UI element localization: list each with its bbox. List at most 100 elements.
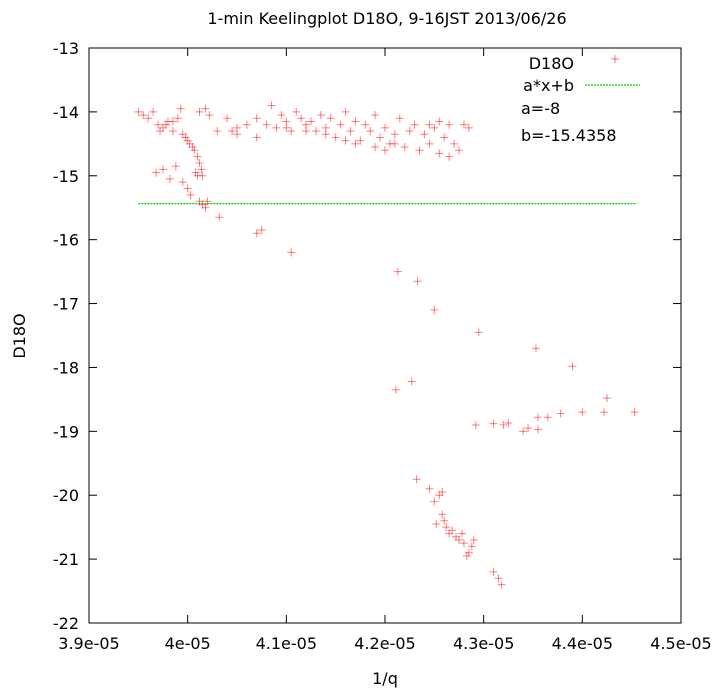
data-point — [173, 114, 182, 123]
data-point — [630, 408, 639, 417]
legend: D18O a*x+b a=-8 b=-15.4358 — [521, 54, 640, 145]
data-point — [445, 152, 454, 161]
data-point — [292, 107, 301, 116]
data-point — [193, 152, 202, 161]
data-point — [448, 526, 457, 535]
data-point — [277, 111, 286, 120]
d18o-scatter-series — [134, 101, 639, 589]
data-point — [464, 548, 473, 557]
data-point — [438, 510, 447, 519]
data-point — [302, 127, 311, 136]
data-point — [154, 120, 163, 129]
data-point — [405, 127, 414, 136]
data-point — [420, 130, 429, 139]
x-axis-ticks: 3.9e-05 4e-05 4.1e-05 4.2e-05 4.3e-05 4.4e-05… — [58, 48, 712, 653]
y-tick-label: -17 — [53, 295, 79, 314]
data-point — [159, 165, 167, 174]
y-tick-label: -14 — [53, 103, 79, 122]
data-point — [390, 130, 399, 139]
data-point — [450, 139, 459, 148]
data-point — [391, 385, 400, 394]
data-point — [442, 523, 451, 532]
data-point — [381, 123, 389, 132]
legend-label-d18o: D18O — [529, 54, 574, 73]
data-point — [201, 203, 210, 212]
y-tick-label: -21 — [53, 550, 79, 569]
data-point — [331, 133, 340, 142]
data-point — [371, 111, 380, 120]
data-point — [603, 394, 611, 403]
data-point — [430, 305, 439, 314]
data-point — [156, 127, 165, 136]
data-point — [139, 111, 148, 120]
y-tick-label: -19 — [53, 422, 79, 441]
data-point — [376, 133, 385, 142]
data-point — [257, 226, 266, 235]
data-point — [469, 535, 478, 544]
y-tick-label: -22 — [53, 614, 79, 633]
data-point — [183, 136, 192, 145]
data-point — [455, 146, 463, 155]
x-tick-label: 4.5e-05 — [650, 634, 711, 653]
data-point — [494, 574, 503, 583]
x-tick-label: 4.3e-05 — [453, 634, 514, 653]
data-point — [413, 277, 422, 286]
data-point — [176, 104, 185, 113]
data-point — [341, 107, 350, 116]
data-point — [311, 127, 320, 136]
data-point — [165, 174, 174, 183]
legend-marker-d18o — [611, 55, 619, 63]
data-point — [410, 120, 419, 129]
data-point — [351, 117, 360, 126]
y-tick-label: -20 — [53, 486, 79, 505]
data-point — [321, 130, 330, 139]
x-tick-label: 4e-05 — [165, 634, 211, 653]
y-axis-label: D18O — [10, 313, 29, 358]
y-axis-ticks: -13 -14 -15 -16 -17 -18 -19 -20 -21 -22 — [53, 39, 681, 633]
data-point — [287, 248, 296, 257]
data-point — [455, 535, 463, 544]
data-point — [519, 427, 528, 436]
annotation-a: a=-8 — [521, 99, 560, 118]
data-point — [504, 419, 513, 428]
data-point — [351, 139, 360, 148]
data-point — [415, 146, 424, 155]
data-point — [267, 101, 276, 110]
data-point — [381, 146, 389, 155]
data-point — [425, 484, 434, 493]
annotation-b: b=-15.4358 — [521, 126, 617, 145]
data-point — [407, 377, 416, 386]
data-point — [287, 127, 296, 136]
data-point — [361, 120, 370, 129]
data-point — [499, 420, 508, 429]
data-point — [489, 567, 498, 576]
data-point — [430, 123, 439, 132]
data-point — [524, 424, 533, 433]
data-point — [201, 104, 210, 113]
data-point — [205, 111, 214, 120]
data-point — [467, 542, 476, 551]
data-point — [568, 362, 577, 371]
data-point — [161, 120, 170, 129]
data-point — [578, 408, 587, 417]
data-point — [223, 114, 232, 123]
data-point — [186, 190, 195, 199]
data-point — [262, 120, 271, 129]
data-point — [489, 419, 498, 428]
data-point — [459, 120, 468, 129]
data-point — [178, 178, 187, 187]
data-point — [134, 107, 143, 116]
data-point — [215, 213, 224, 222]
data-point — [190, 146, 199, 155]
data-point — [440, 516, 449, 525]
data-point — [152, 168, 161, 177]
y-tick-label: -13 — [53, 39, 79, 58]
x-axis-label: 1/q — [372, 669, 398, 688]
data-point — [533, 425, 542, 434]
data-point — [149, 107, 158, 116]
data-point — [543, 413, 552, 422]
data-point — [533, 413, 542, 422]
data-point — [188, 143, 197, 152]
y-tick-label: -15 — [53, 167, 79, 186]
